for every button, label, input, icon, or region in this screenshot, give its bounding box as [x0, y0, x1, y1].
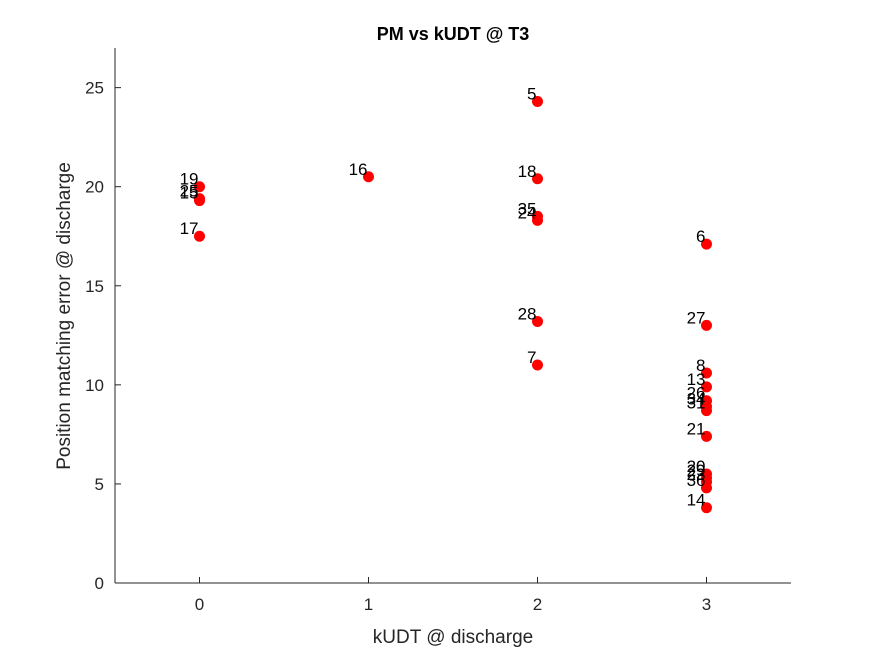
- chart-title: PM vs kUDT @ T3: [377, 24, 530, 44]
- data-point: [701, 367, 712, 379]
- point-label: 28: [518, 304, 537, 323]
- point-label: 15: [180, 184, 199, 203]
- point-label: 24: [518, 203, 537, 222]
- data-point: [194, 230, 205, 242]
- x-tick-label: 1: [364, 595, 373, 614]
- point-label: 14: [687, 491, 706, 510]
- y-tick-label: 15: [85, 277, 104, 296]
- y-tick-label: 0: [95, 574, 104, 593]
- data-point: [532, 96, 543, 107]
- x-tick-label: 0: [195, 595, 204, 614]
- data-point: [701, 430, 712, 442]
- data-point: [532, 214, 543, 226]
- point-label: 8: [696, 356, 705, 375]
- x-axis-label: kUDT @ discharge: [373, 627, 533, 648]
- y-tick-label: 25: [85, 79, 104, 98]
- x-tick-label: 3: [702, 595, 711, 614]
- point-label: 18: [518, 162, 537, 181]
- point-label: 20: [687, 457, 706, 476]
- data-point: [701, 381, 712, 393]
- point-label: 16: [349, 160, 368, 179]
- point-label: 36: [687, 471, 706, 490]
- data-point: [701, 405, 712, 417]
- point-label: 34: [687, 390, 706, 409]
- y-axis-label: Position matching error @ discharge: [54, 162, 75, 470]
- data-point: [532, 315, 543, 327]
- data-point: [363, 171, 374, 183]
- point-label: 19: [180, 170, 199, 189]
- data-point: [194, 181, 205, 193]
- data-point: [532, 173, 543, 185]
- data-point: [194, 195, 205, 207]
- y-axis-ticks: 0 5 10 15 20 25: [85, 79, 121, 593]
- point-label: 27: [687, 308, 706, 327]
- data-point: [532, 359, 543, 371]
- point-label: 35: [518, 199, 537, 218]
- point-label: 6: [696, 227, 705, 246]
- y-tick-label: 5: [95, 475, 104, 494]
- y-tick-label: 20: [85, 178, 104, 197]
- point-label: 5: [527, 85, 536, 104]
- data-point: [701, 319, 712, 331]
- point-label: 23: [687, 465, 706, 484]
- x-axis-ticks: 0 1 2 3: [195, 577, 711, 614]
- y-tick-label: 10: [85, 376, 104, 395]
- data-point: [701, 502, 712, 514]
- point-label: 26: [687, 384, 706, 403]
- x-tick-label: 2: [533, 595, 542, 614]
- point-label: 21: [687, 419, 706, 438]
- point-label: 31: [687, 394, 706, 413]
- data-points: [194, 96, 712, 514]
- point-label: 29: [687, 461, 706, 480]
- data-point: [701, 238, 712, 250]
- data-point: [701, 482, 712, 494]
- point-label: 25: [180, 182, 199, 201]
- point-label: 17: [180, 219, 199, 238]
- point-label: 13: [687, 370, 706, 389]
- point-label: 7: [527, 348, 536, 367]
